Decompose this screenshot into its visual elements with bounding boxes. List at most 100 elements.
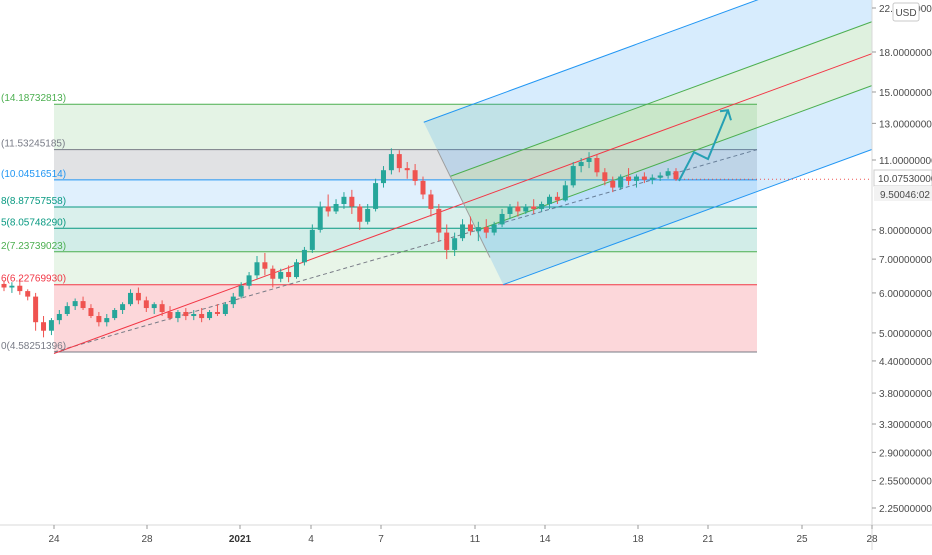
fib-level-label: 2(7.23739023) xyxy=(1,241,66,252)
candle-body xyxy=(317,206,323,230)
fib-zone xyxy=(54,228,757,252)
candle-body xyxy=(301,249,307,263)
fib-zone xyxy=(54,179,757,208)
currency-badge[interactable] xyxy=(892,2,920,22)
candlestick-series xyxy=(1,148,872,338)
fib-zone xyxy=(54,251,757,285)
countdown-badge xyxy=(874,186,932,201)
candle-body xyxy=(388,154,394,171)
candle-body xyxy=(64,306,70,314)
pitch-band-lower-outer xyxy=(476,85,872,285)
pitch-inner-upper-line[interactable] xyxy=(450,0,932,177)
fib-level-label: 8(8.87757558) xyxy=(1,196,66,207)
candle-body xyxy=(467,224,473,232)
candle-body xyxy=(9,285,15,288)
fib-zone xyxy=(54,284,757,353)
candle-body xyxy=(254,262,260,276)
candle-body xyxy=(444,232,450,250)
candle-body xyxy=(88,308,94,317)
fibonacci-retracement[interactable] xyxy=(53,103,758,353)
candle-body xyxy=(199,313,205,319)
candle-body xyxy=(17,285,23,292)
y-tick-label: 2.25000000 xyxy=(879,504,932,515)
fib-level-label: 0(4.58251396) xyxy=(1,341,66,352)
candle-body xyxy=(420,180,426,195)
pitch-inner-lower-line[interactable] xyxy=(476,0,932,231)
pitch-outer-lower-line[interactable] xyxy=(503,0,932,286)
x-tick-label: 21 xyxy=(702,534,714,545)
fib-level-label: 5(8.05748290) xyxy=(1,217,66,228)
x-tick-label: 18 xyxy=(632,534,644,545)
candle-body xyxy=(80,301,86,309)
x-tick-label: 7 xyxy=(378,534,384,545)
candle-body xyxy=(404,168,410,171)
pitchfork-channel[interactable] xyxy=(53,0,932,355)
y-tick-label: 5.00000000 xyxy=(879,329,932,340)
candle-body xyxy=(246,275,252,286)
candle-body xyxy=(151,304,157,309)
y-tick-label: 7.00000000 xyxy=(879,255,932,266)
candle-body xyxy=(56,313,62,321)
candle-body xyxy=(230,296,236,305)
candle-body xyxy=(286,272,292,278)
candle-body xyxy=(475,227,481,232)
candle-body xyxy=(539,204,545,209)
candle-body xyxy=(159,304,165,312)
candle-body xyxy=(673,171,679,180)
candle-body xyxy=(325,206,331,212)
x-tick-label: 14 xyxy=(539,534,551,545)
candle-body xyxy=(270,268,276,279)
candle-body xyxy=(341,196,347,205)
y-tick-label: 3.80000000 xyxy=(879,389,932,400)
y-tick-label: 3.30000000 xyxy=(879,420,932,431)
price-badges: USD 10.07530000 9.500 46:02 xyxy=(873,2,932,201)
y-tick-label: 8.00000000 xyxy=(879,226,932,237)
x-axis-ticks[interactable]: 24 28 2021 4 7 11 14 18 21 25 28 xyxy=(48,525,878,545)
fib-level-label: (11.53245185) xyxy=(1,139,65,150)
candle-body xyxy=(594,158,600,173)
candle-body xyxy=(72,301,78,307)
candle-body xyxy=(483,227,489,233)
candle-body xyxy=(120,304,126,311)
candle-body xyxy=(380,170,386,184)
fib-zone xyxy=(54,149,757,180)
candle-body xyxy=(547,196,553,205)
candle-body xyxy=(562,185,568,201)
fib-level-label: (14.18732813) xyxy=(1,93,66,104)
candle-body xyxy=(167,311,173,319)
candle-body xyxy=(349,196,355,207)
candle-body xyxy=(499,213,505,225)
candle-body xyxy=(25,291,31,297)
candle-body xyxy=(412,170,418,181)
x-tick-label: 4 xyxy=(308,534,314,545)
candle-body xyxy=(294,262,300,278)
x-tick-label: 11 xyxy=(470,534,481,545)
pitch-outer-upper-line[interactable] xyxy=(423,0,932,123)
pitch-median-line[interactable] xyxy=(53,0,932,355)
candle-body xyxy=(175,311,181,319)
candle-body xyxy=(633,176,639,181)
fib-zone xyxy=(54,104,757,150)
projection-arrow-path[interactable] xyxy=(678,109,729,182)
candle-body xyxy=(207,311,213,319)
projection-path[interactable] xyxy=(678,109,732,182)
fib-level-label: 6(6.22769930) xyxy=(1,274,66,285)
fib-level-labels: (14.18732813) (11.53245185) (10.04516514) 8… xyxy=(1,93,66,352)
candle-body xyxy=(626,176,632,181)
y-axis-ticks[interactable]: 22.0000000018.0000000015.0000000013.0000… xyxy=(872,4,932,515)
pitch-band-inner xyxy=(450,21,872,231)
pitch-handle-line[interactable] xyxy=(436,149,491,258)
fib-trend-line[interactable] xyxy=(53,149,758,353)
candle-body xyxy=(104,318,110,323)
candle-body xyxy=(460,224,466,239)
candle-body xyxy=(602,172,608,181)
partial-price-label: 9.500 xyxy=(880,190,905,201)
candle-body xyxy=(278,272,284,279)
candle-body xyxy=(143,300,149,309)
y-tick-label: 15.00000000 xyxy=(879,88,932,99)
candle-body xyxy=(649,177,655,180)
fib-level-label: (10.04516514) xyxy=(1,169,66,180)
x-tick-label: 28 xyxy=(866,534,878,545)
